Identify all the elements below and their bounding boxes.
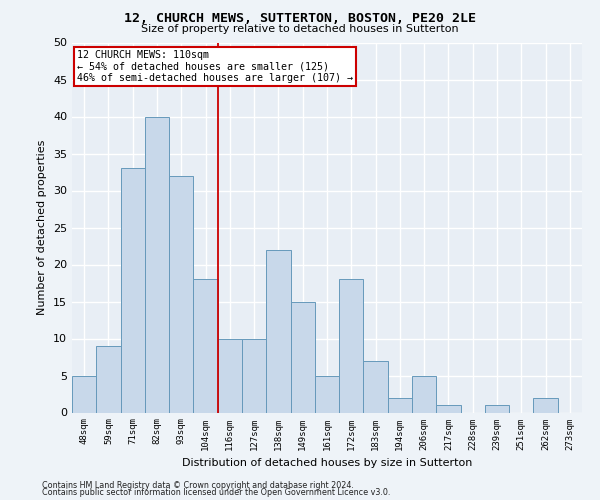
- Bar: [96, 346, 121, 412]
- Text: 12 CHURCH MEWS: 110sqm
← 54% of detached houses are smaller (125)
46% of semi-de: 12 CHURCH MEWS: 110sqm ← 54% of detached…: [77, 50, 353, 83]
- Bar: [533, 398, 558, 412]
- Text: Contains HM Land Registry data © Crown copyright and database right 2024.: Contains HM Land Registry data © Crown c…: [42, 480, 354, 490]
- Bar: [169, 176, 193, 412]
- Text: Size of property relative to detached houses in Sutterton: Size of property relative to detached ho…: [141, 24, 459, 34]
- Bar: [364, 360, 388, 412]
- Bar: [72, 376, 96, 412]
- Bar: [412, 376, 436, 412]
- Bar: [121, 168, 145, 412]
- Bar: [242, 338, 266, 412]
- Bar: [145, 116, 169, 412]
- Text: Contains public sector information licensed under the Open Government Licence v3: Contains public sector information licen…: [42, 488, 391, 497]
- Text: 12, CHURCH MEWS, SUTTERTON, BOSTON, PE20 2LE: 12, CHURCH MEWS, SUTTERTON, BOSTON, PE20…: [124, 12, 476, 26]
- X-axis label: Distribution of detached houses by size in Sutterton: Distribution of detached houses by size …: [182, 458, 472, 468]
- Bar: [218, 338, 242, 412]
- Bar: [388, 398, 412, 412]
- Bar: [290, 302, 315, 412]
- Bar: [266, 250, 290, 412]
- Bar: [485, 405, 509, 412]
- Bar: [315, 376, 339, 412]
- Bar: [193, 280, 218, 412]
- Bar: [436, 405, 461, 412]
- Y-axis label: Number of detached properties: Number of detached properties: [37, 140, 47, 315]
- Bar: [339, 280, 364, 412]
